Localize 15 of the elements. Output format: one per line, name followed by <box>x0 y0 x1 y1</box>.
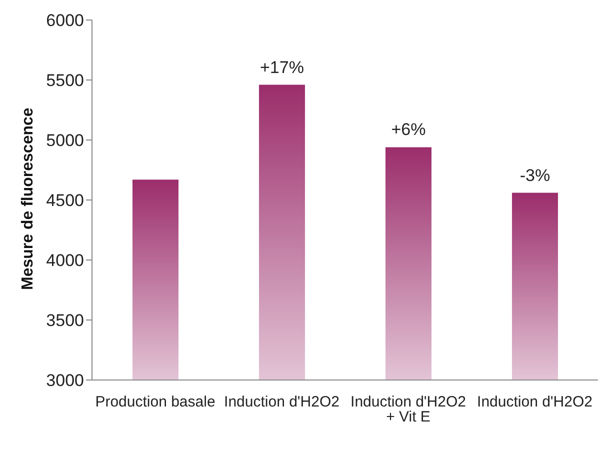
y-tick-label: 4500 <box>46 191 84 210</box>
x-tick-label: Induction d'H2O2 <box>224 394 340 411</box>
annotation: +6% <box>391 120 426 140</box>
x-tick-label: Induction d'H2O2 + Vit E <box>350 394 466 426</box>
y-tick-label: 3500 <box>46 311 84 330</box>
x-tick-label: Induction d'H2O2 <box>477 394 592 411</box>
y-tick-label: 6000 <box>46 11 84 30</box>
annotation: -3% <box>520 166 550 185</box>
y-tick-label: 5000 <box>46 131 84 150</box>
y-tick-label: 3000 <box>46 371 84 390</box>
y-tick-label: 5500 <box>46 71 84 90</box>
annotation: +17% <box>260 58 304 77</box>
x-tick-label: Production basale <box>95 394 216 411</box>
y-axis-title: Mesure de fluorescence <box>20 108 37 290</box>
y-tick-label: 4000 <box>46 251 84 270</box>
